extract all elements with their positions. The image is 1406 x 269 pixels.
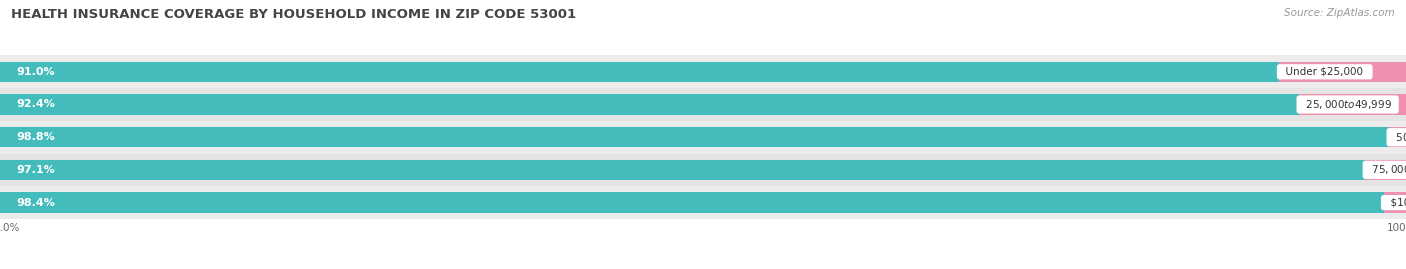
Bar — [0, 160, 1365, 180]
Text: $75,000 to $99,999: $75,000 to $99,999 — [1365, 163, 1406, 176]
Bar — [0, 121, 1406, 154]
Bar — [0, 62, 1279, 82]
Bar — [1384, 192, 1406, 213]
Text: $25,000 to $49,999: $25,000 to $49,999 — [1299, 98, 1396, 111]
Text: HEALTH INSURANCE COVERAGE BY HOUSEHOLD INCOME IN ZIP CODE 53001: HEALTH INSURANCE COVERAGE BY HOUSEHOLD I… — [11, 8, 576, 21]
Bar — [1365, 160, 1406, 180]
Text: 91.0%: 91.0% — [17, 67, 55, 77]
Text: $50,000 to $74,999: $50,000 to $74,999 — [1389, 131, 1406, 144]
Bar — [0, 192, 1384, 213]
Bar — [1279, 62, 1406, 82]
Bar — [0, 127, 1389, 147]
Bar — [0, 94, 1299, 115]
Text: Source: ZipAtlas.com: Source: ZipAtlas.com — [1284, 8, 1395, 18]
Text: 98.4%: 98.4% — [17, 198, 56, 208]
Bar — [1299, 94, 1406, 115]
Bar — [0, 88, 1406, 121]
Text: 97.1%: 97.1% — [17, 165, 56, 175]
Text: 98.8%: 98.8% — [17, 132, 56, 142]
Bar — [0, 186, 1406, 219]
Text: $100,000 and over: $100,000 and over — [1384, 198, 1406, 208]
Text: 92.4%: 92.4% — [17, 100, 56, 109]
Text: Under $25,000: Under $25,000 — [1279, 67, 1369, 77]
Bar — [0, 55, 1406, 88]
Bar — [1389, 127, 1406, 147]
Bar — [0, 154, 1406, 186]
